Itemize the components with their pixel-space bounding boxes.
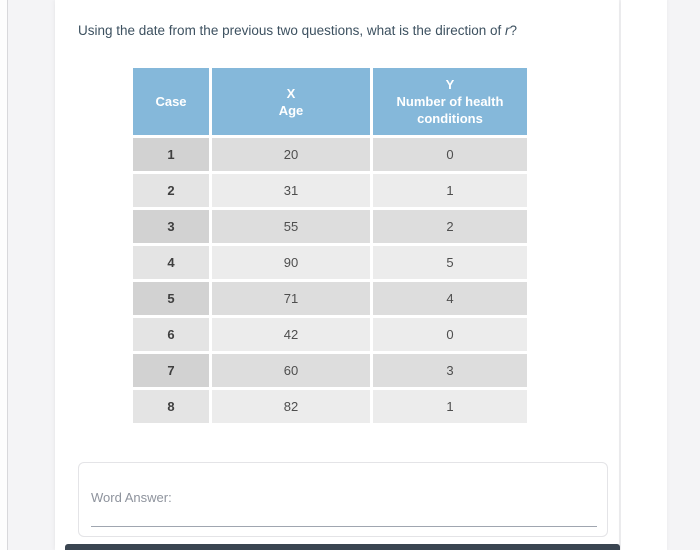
word-answer-input[interactable] <box>91 509 597 527</box>
table-cell-case: 1 <box>133 138 209 171</box>
table-cell-conditions: 2 <box>373 210 527 243</box>
word-answer-box: Word Answer: <box>78 462 608 537</box>
question-mark: ? <box>509 23 517 38</box>
table-cell-case: 6 <box>133 318 209 351</box>
table-cell-age: 90 <box>212 246 370 279</box>
table-cell-conditions: 1 <box>373 174 527 207</box>
column-header-y-conditions: Y Number of health conditions <box>373 68 527 135</box>
column-header-x-label: X <box>286 85 296 101</box>
table-cell-case: 7 <box>133 354 209 387</box>
table-cell-case: 4 <box>133 246 209 279</box>
table-cell-conditions: 0 <box>373 318 527 351</box>
table-cell-age: 55 <box>212 210 370 243</box>
table-cell-conditions: 3 <box>373 354 527 387</box>
table-cell-case: 8 <box>133 390 209 423</box>
column-header-case-label: Case <box>155 94 187 109</box>
r-symbol: r <box>504 23 510 38</box>
table-cell-age: 71 <box>212 282 370 315</box>
table-cell-age: 60 <box>212 354 370 387</box>
left-edge-strip <box>0 0 8 550</box>
next-section-edge <box>65 544 620 550</box>
question-text-main: Using the date from the previous two que… <box>78 23 505 38</box>
table-cell-conditions: 1 <box>373 390 527 423</box>
column-header-conditions-label: Number of health conditions <box>396 94 504 126</box>
question-text: Using the date from the previous two que… <box>78 21 599 40</box>
right-panel-strip <box>621 0 667 550</box>
table-cell-case: 5 <box>133 282 209 315</box>
table-cell-age: 82 <box>212 390 370 423</box>
word-answer-label: Word Answer: <box>91 490 172 505</box>
column-header-age-label: Age <box>278 102 304 118</box>
question-card: Using the date from the previous two que… <box>55 0 620 550</box>
table-cell-age: 31 <box>212 174 370 207</box>
column-header-x-age: X Age <box>212 68 370 135</box>
table-cell-conditions: 5 <box>373 246 527 279</box>
column-header-y-label: Y <box>445 77 455 92</box>
column-header-case: Case <box>133 68 209 135</box>
table-cell-age: 42 <box>212 318 370 351</box>
table-cell-case: 3 <box>133 210 209 243</box>
table-cell-age: 20 <box>212 138 370 171</box>
table-cell-conditions: 4 <box>373 282 527 315</box>
data-table: Case X Age Y Number of health conditions… <box>133 68 527 423</box>
table-cell-conditions: 0 <box>373 138 527 171</box>
table-cell-case: 2 <box>133 174 209 207</box>
